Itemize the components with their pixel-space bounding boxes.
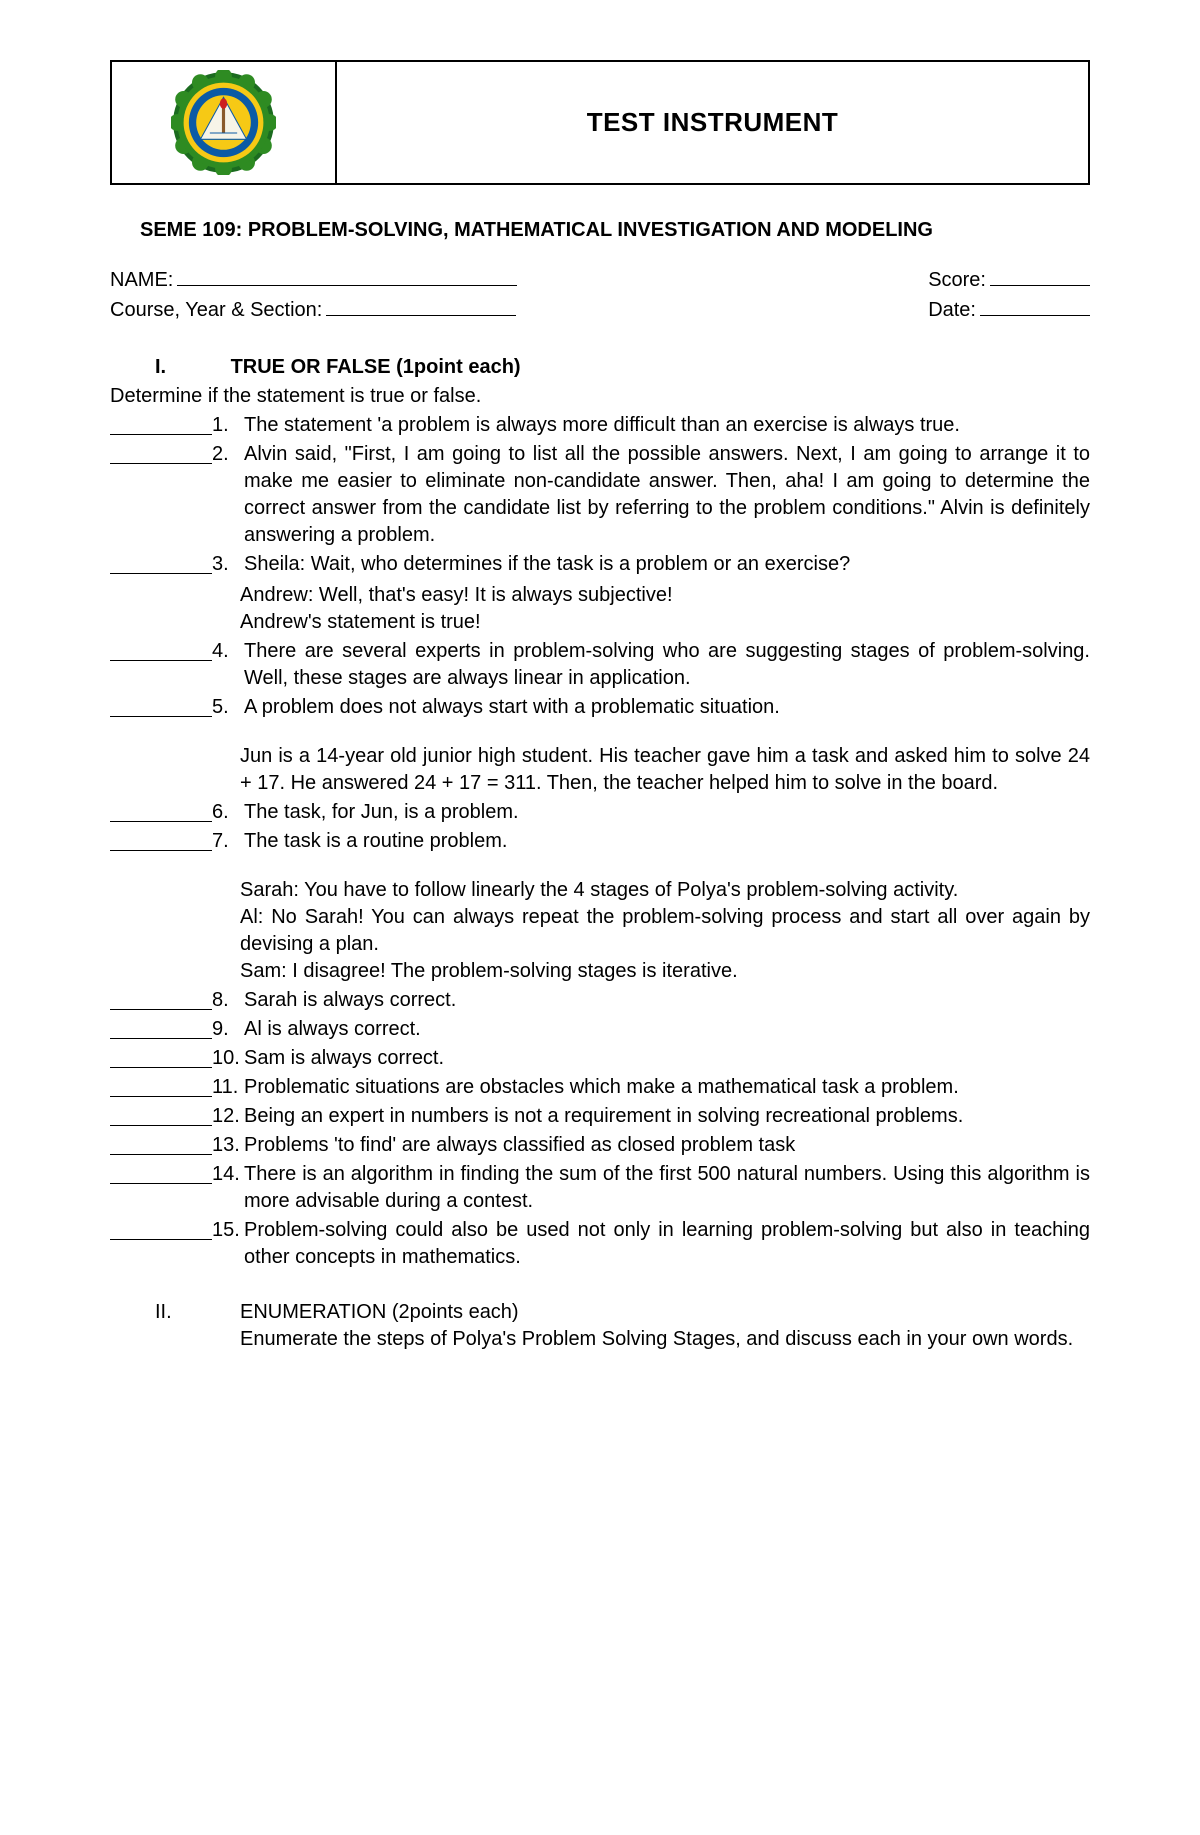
- header-title: TEST INSTRUMENT: [587, 105, 839, 140]
- cys-input-line[interactable]: [326, 296, 516, 316]
- section1-instruction: Determine if the statement is true or fa…: [110, 383, 1090, 410]
- question-14: 14. There is an algorithm in finding the…: [110, 1161, 1090, 1215]
- section1-title: TRUE OR FALSE (1point each): [231, 356, 521, 378]
- question-6: 6. The task, for Jun, is a problem.: [110, 799, 1090, 826]
- scenario-line-3: Sam: I disagree! The problem-solving sta…: [240, 958, 1090, 985]
- answer-blank[interactable]: [110, 1016, 212, 1039]
- scenario-sarah: Sarah: You have to follow linearly the 4…: [240, 877, 1090, 985]
- question-2: 2. Alvin said, "First, I am going to lis…: [110, 441, 1090, 549]
- date-input-line[interactable]: [980, 296, 1090, 316]
- header-logo-cell: [112, 62, 337, 183]
- question-number: 15.: [212, 1217, 240, 1271]
- question-number: 9.: [212, 1016, 240, 1043]
- info-row-1: NAME: Score:: [110, 266, 1090, 294]
- answer-blank[interactable]: [110, 638, 212, 661]
- question-number: 12.: [212, 1103, 240, 1130]
- question-13: 13. Problems 'to find' are always classi…: [110, 1132, 1090, 1159]
- question-text: A problem does not always start with a p…: [240, 694, 1090, 721]
- scenario-line-1: Sarah: You have to follow linearly the 4…: [240, 877, 1090, 904]
- question-text: Alvin said, "First, I am going to list a…: [240, 441, 1090, 549]
- question-1: 1. The statement 'a problem is always mo…: [110, 412, 1090, 439]
- question-text: Sheila: Wait, who determines if the task…: [240, 551, 1090, 578]
- question-number: 5.: [212, 694, 240, 721]
- question-15: 15. Problem-solving could also be used n…: [110, 1217, 1090, 1271]
- question-text: There are several experts in problem-sol…: [240, 638, 1090, 692]
- answer-blank[interactable]: [110, 987, 212, 1010]
- question-5: 5. A problem does not always start with …: [110, 694, 1090, 721]
- question-number: 14.: [212, 1161, 240, 1215]
- answer-blank[interactable]: [110, 799, 212, 822]
- question-number: 4.: [212, 638, 240, 692]
- answer-blank[interactable]: [110, 441, 212, 464]
- section2-heading: ENUMERATION (2points each): [240, 1299, 1090, 1326]
- answer-blank[interactable]: [110, 1161, 212, 1184]
- name-label: NAME:: [110, 267, 173, 294]
- question-number: 8.: [212, 987, 240, 1014]
- section2-roman: II.: [155, 1299, 240, 1353]
- answer-blank[interactable]: [110, 1074, 212, 1097]
- question-text: Problems 'to find' are always classified…: [240, 1132, 1090, 1159]
- answer-blank[interactable]: [110, 551, 212, 574]
- question-text: Sam is always correct.: [240, 1045, 1090, 1072]
- question-text: Sarah is always correct.: [240, 987, 1090, 1014]
- answer-blank[interactable]: [110, 828, 212, 851]
- question-number: 10.: [212, 1045, 240, 1072]
- question-text: The task is a routine problem.: [240, 828, 1090, 855]
- question-number: 2.: [212, 441, 240, 549]
- question-text: Being an expert in numbers is not a requ…: [240, 1103, 1090, 1130]
- name-input-line[interactable]: [177, 266, 517, 286]
- question-3-extra2: Andrew's statement is true!: [240, 609, 1090, 636]
- question-7: 7. The task is a routine problem.: [110, 828, 1090, 855]
- question-text: The task, for Jun, is a problem.: [240, 799, 1090, 826]
- question-text: Al is always correct.: [240, 1016, 1090, 1043]
- question-number: 13.: [212, 1132, 240, 1159]
- date-label: Date:: [928, 297, 976, 324]
- course-title: SEME 109: PROBLEM-SOLVING, MATHEMATICAL …: [140, 217, 1090, 244]
- section2: II. ENUMERATION (2points each) Enumerate…: [155, 1299, 1090, 1353]
- answer-blank[interactable]: [110, 1103, 212, 1126]
- question-text: Problem-solving could also be used not o…: [240, 1217, 1090, 1271]
- question-9: 9. Al is always correct.: [110, 1016, 1090, 1043]
- section2-instruction: Enumerate the steps of Polya's Problem S…: [240, 1326, 1090, 1353]
- answer-blank[interactable]: [110, 1132, 212, 1155]
- question-text: There is an algorithm in finding the sum…: [240, 1161, 1090, 1215]
- question-3-extra1: Andrew: Well, that's easy! It is always …: [240, 582, 1090, 609]
- answer-blank[interactable]: [110, 1217, 212, 1240]
- answer-blank[interactable]: [110, 694, 212, 717]
- question-11: 11. Problematic situations are obstacles…: [110, 1074, 1090, 1101]
- question-12: 12. Being an expert in numbers is not a …: [110, 1103, 1090, 1130]
- question-number: 11.: [212, 1074, 240, 1101]
- scenario-jun: Jun is a 14-year old junior high student…: [240, 743, 1090, 797]
- question-8: 8. Sarah is always correct.: [110, 987, 1090, 1014]
- question-number: 6.: [212, 799, 240, 826]
- info-row-2: Course, Year & Section: Date:: [110, 296, 1090, 324]
- header-title-cell: TEST INSTRUMENT: [337, 62, 1088, 183]
- question-text: The statement 'a problem is always more …: [240, 412, 1090, 439]
- header-box: TEST INSTRUMENT: [110, 60, 1090, 185]
- question-number: 1.: [212, 412, 240, 439]
- university-seal-icon: [171, 70, 276, 175]
- section1-heading: I. TRUE OR FALSE (1point each): [155, 354, 1090, 381]
- score-label: Score:: [928, 267, 986, 294]
- question-text: Problematic situations are obstacles whi…: [240, 1074, 1090, 1101]
- question-10: 10. Sam is always correct.: [110, 1045, 1090, 1072]
- question-number: 3.: [212, 551, 240, 578]
- cys-label: Course, Year & Section:: [110, 297, 322, 324]
- answer-blank[interactable]: [110, 1045, 212, 1068]
- section1-roman: I.: [155, 354, 225, 381]
- score-input-line[interactable]: [990, 266, 1090, 286]
- answer-blank[interactable]: [110, 412, 212, 435]
- question-4: 4. There are several experts in problem-…: [110, 638, 1090, 692]
- scenario-line-2: Al: No Sarah! You can always repeat the …: [240, 904, 1090, 958]
- question-3: 3. Sheila: Wait, who determines if the t…: [110, 551, 1090, 578]
- question-number: 7.: [212, 828, 240, 855]
